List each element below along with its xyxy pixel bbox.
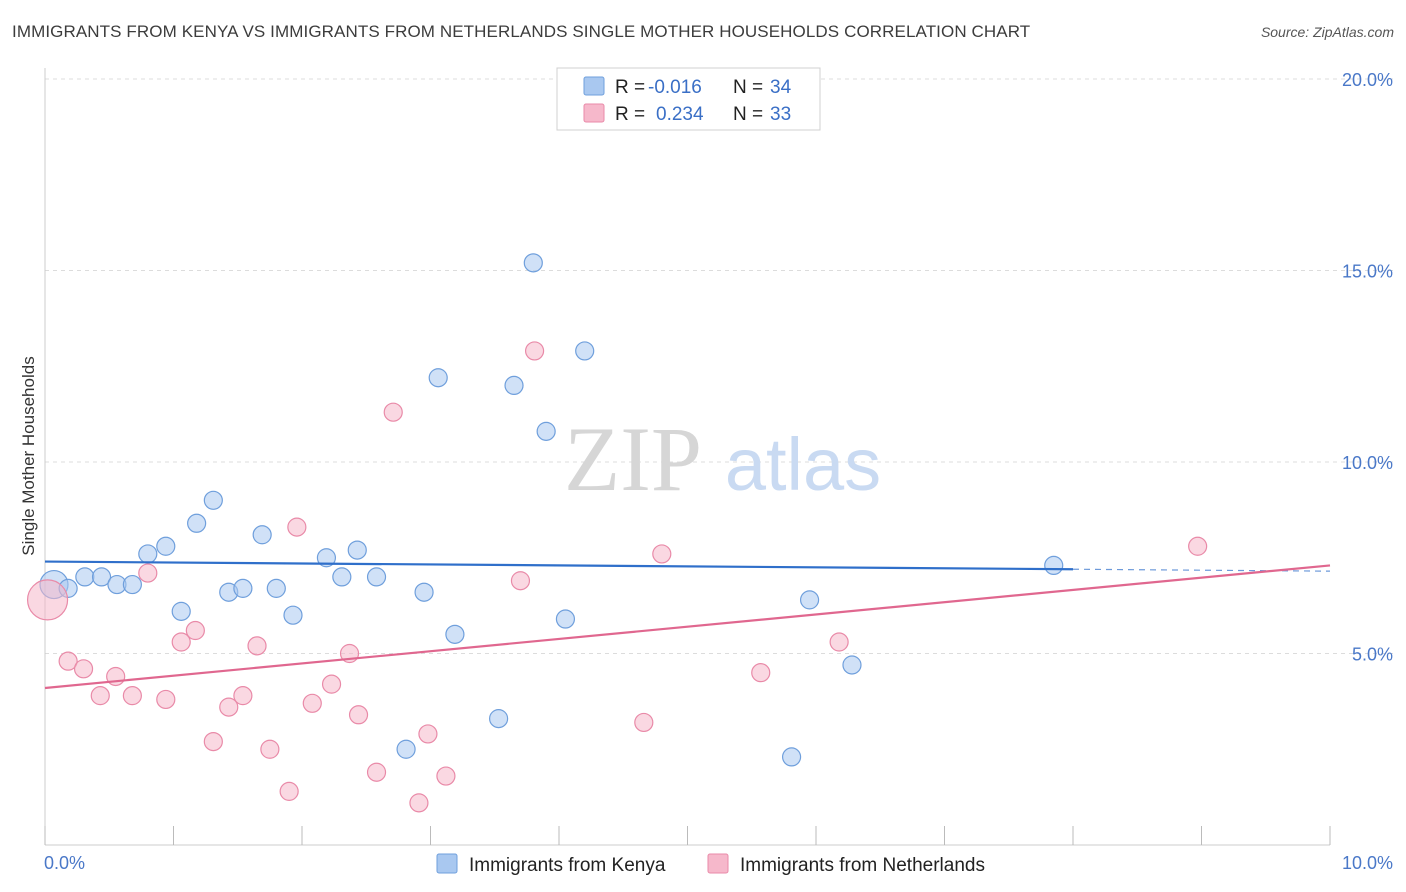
y-tick-label-0: 5.0% [1352,645,1393,665]
kenya-trend-line [44,560,1074,571]
netherlands-point-20 [348,705,369,725]
kenya-point-23 [445,624,465,644]
kenya-point-24 [489,709,509,729]
kenya-point-10 [203,490,223,510]
x-tick-label-1: 10.0% [1342,853,1393,873]
kenya-point-27 [536,421,556,441]
kenya-trend-extension [1072,568,1331,572]
bottom-legend-swatch-netherlands [707,853,729,874]
kenya-point-32 [842,655,862,675]
netherlands-point-17 [302,693,322,713]
y-tick-label-3: 20.0% [1342,70,1393,90]
netherlands-point-32 [1188,536,1208,556]
watermark: ZIP atlas [564,408,881,510]
netherlands-point-27 [524,341,545,361]
kenya-point-29 [575,341,595,361]
netherlands-point-1 [58,651,78,671]
kenya-point-28 [555,609,576,629]
y-tick-label-1: 10.0% [1342,453,1393,473]
tick-labels: 5.0% 10.0% 15.0% 20.0% 0.0% 10.0% [44,70,1393,873]
kenya-point-7 [156,536,176,556]
kenya-point-33 [1044,555,1064,576]
bottom-legend-swatch-kenya [436,853,458,874]
kenya-point-13 [252,525,272,545]
netherlands-point-25 [436,766,456,786]
netherlands-point-16 [287,517,307,537]
netherlands-point-10 [203,731,223,752]
x-tick-label-0: 0.0% [44,853,85,873]
netherlands-point-29 [652,544,672,564]
netherlands-point-0 [26,579,69,621]
netherlands-point-2 [73,659,94,679]
netherlands-point-26 [510,571,531,591]
kenya-point-3 [91,567,112,587]
kenya-point-22 [428,368,448,388]
chart-title: IMMIGRANTS FROM KENYA VS IMMIGRANTS FROM… [12,22,1031,41]
legend-swatch-kenya [583,76,605,96]
y-axis-title: Single Mother Households [19,356,38,555]
kenya-point-14 [266,578,286,598]
netherlands-point-14 [260,739,280,759]
netherlands-point-3 [90,686,110,706]
kenya-point-6 [138,544,158,564]
netherlands-point-5 [122,686,142,706]
netherlands-point-12 [233,686,253,706]
legend-n-label-kenya: N = [733,77,763,98]
correlation-legend: R = -0.016 N = 34 R = 0.234 N = 33 [556,67,821,131]
netherlands-point-24 [418,724,438,744]
y-tick-label-2: 15.0% [1342,262,1393,282]
kenya-point-31 [799,590,820,610]
netherlands-point-30 [751,663,771,683]
netherlands-point-13 [247,636,267,656]
kenya-point-15 [283,605,303,625]
legend-r-label-netherlands: R = [615,104,645,125]
kenya-point-8 [171,601,191,621]
legend-n-label-netherlands: N = [733,104,763,125]
legend-r-value-netherlands: 0.234 [656,104,704,125]
netherlands-point-21 [366,762,387,782]
legend-r-value-kenya: -0.016 [648,77,702,98]
kenya-point-2 [75,567,95,587]
kenya-point-26 [523,253,543,273]
series-legend: Immigrants from Kenya Immigrants from Ne… [436,853,985,876]
kenya-point-21 [414,582,434,602]
kenya-point-25 [504,375,524,395]
kenya-point-16 [316,548,337,568]
legend-n-value-netherlands: 33 [770,104,791,125]
kenya-point-19 [366,567,387,587]
legend-n-value-kenya: 34 [770,77,792,98]
legend-r-label-kenya: R = [615,77,645,98]
kenya-point-12 [233,578,253,598]
netherlands-point-15 [279,781,299,801]
bottom-legend-label-netherlands: Immigrants from Netherlands [740,855,985,876]
netherlands-point-6 [138,563,158,583]
netherlands-point-31 [829,632,849,652]
netherlands-point-22 [383,402,403,422]
watermark-atlas: atlas [725,423,881,506]
kenya-point-30 [781,747,802,767]
netherlands-point-11 [219,697,239,717]
kenya-point-17 [332,567,352,587]
netherlands-point-8 [171,632,191,652]
kenya-point-18 [347,540,367,560]
data-points [26,253,1208,813]
source-label: Source: ZipAtlas.com [1260,24,1394,40]
netherlands-trend-line [44,564,1331,690]
trend-lines [44,560,1331,690]
kenya-point-9 [187,513,207,533]
legend-swatch-netherlands [583,103,605,123]
netherlands-point-23 [409,793,429,813]
netherlands-point-18 [321,674,342,694]
kenya-point-20 [396,739,416,759]
netherlands-point-7 [156,689,176,710]
kenya-point-5 [122,574,142,595]
axes [44,68,1331,846]
netherlands-point-28 [634,712,654,733]
netherlands-point-9 [185,620,205,641]
bottom-legend-label-kenya: Immigrants from Kenya [469,855,666,876]
watermark-zip: ZIP [564,408,702,510]
